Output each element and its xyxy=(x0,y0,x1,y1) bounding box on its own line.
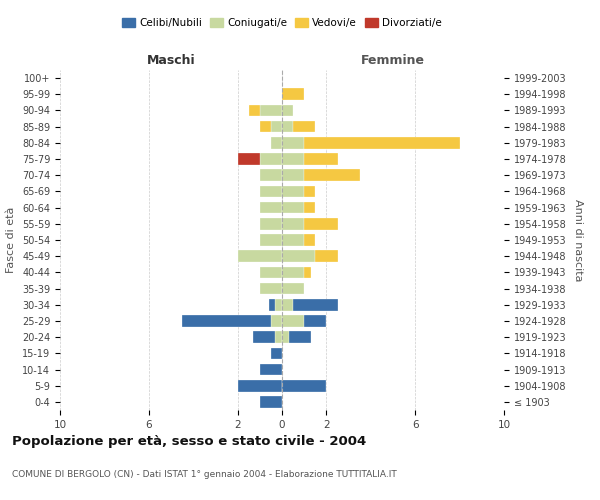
Bar xyxy=(260,153,282,165)
Bar xyxy=(269,299,275,310)
Bar xyxy=(260,234,282,246)
Bar xyxy=(304,153,337,165)
Bar xyxy=(293,299,337,310)
Bar xyxy=(275,332,282,343)
Bar xyxy=(260,104,282,117)
Bar xyxy=(304,170,360,181)
Bar xyxy=(282,186,304,198)
Text: Popolazione per età, sesso e stato civile - 2004: Popolazione per età, sesso e stato civil… xyxy=(12,435,366,448)
Bar xyxy=(282,234,304,246)
Bar xyxy=(260,202,282,213)
Bar xyxy=(182,315,271,327)
Bar xyxy=(304,234,316,246)
Y-axis label: Anni di nascita: Anni di nascita xyxy=(573,198,583,281)
Bar xyxy=(282,202,304,213)
Bar xyxy=(282,332,289,343)
Bar xyxy=(282,315,304,327)
Bar xyxy=(304,218,337,230)
Text: Maschi: Maschi xyxy=(146,54,196,67)
Legend: Celibi/Nubili, Coniugati/e, Vedovi/e, Divorziati/e: Celibi/Nubili, Coniugati/e, Vedovi/e, Di… xyxy=(118,14,446,32)
Bar xyxy=(304,266,311,278)
Bar xyxy=(260,186,282,198)
Bar xyxy=(282,266,304,278)
Bar xyxy=(260,396,282,407)
Bar xyxy=(260,266,282,278)
Bar xyxy=(282,137,304,148)
Bar xyxy=(253,332,275,343)
Bar xyxy=(282,88,304,100)
Bar xyxy=(238,380,282,392)
Bar xyxy=(271,315,282,327)
Bar xyxy=(282,104,293,117)
Bar xyxy=(249,104,260,117)
Bar xyxy=(238,153,260,165)
Bar xyxy=(260,218,282,230)
Text: Femmine: Femmine xyxy=(361,54,425,67)
Text: COMUNE DI BERGOLO (CN) - Dati ISTAT 1° gennaio 2004 - Elaborazione TUTTITALIA.IT: COMUNE DI BERGOLO (CN) - Dati ISTAT 1° g… xyxy=(12,470,397,479)
Bar xyxy=(271,348,282,359)
Bar xyxy=(282,282,304,294)
Bar xyxy=(271,121,282,132)
Bar xyxy=(260,121,271,132)
Bar xyxy=(282,170,304,181)
Bar xyxy=(282,121,293,132)
Bar xyxy=(282,380,326,392)
Bar xyxy=(304,315,326,327)
Bar xyxy=(260,282,282,294)
Bar xyxy=(304,186,316,198)
Bar xyxy=(304,202,316,213)
Bar xyxy=(282,299,293,310)
Bar xyxy=(260,170,282,181)
Bar xyxy=(282,153,304,165)
Bar xyxy=(282,250,316,262)
Bar xyxy=(275,299,282,310)
Bar xyxy=(282,218,304,230)
Bar xyxy=(271,137,282,148)
Bar xyxy=(238,250,282,262)
Bar xyxy=(304,137,460,148)
Bar xyxy=(260,364,282,376)
Bar xyxy=(293,121,316,132)
Bar xyxy=(316,250,337,262)
Bar xyxy=(289,332,311,343)
Y-axis label: Fasce di età: Fasce di età xyxy=(7,207,16,273)
